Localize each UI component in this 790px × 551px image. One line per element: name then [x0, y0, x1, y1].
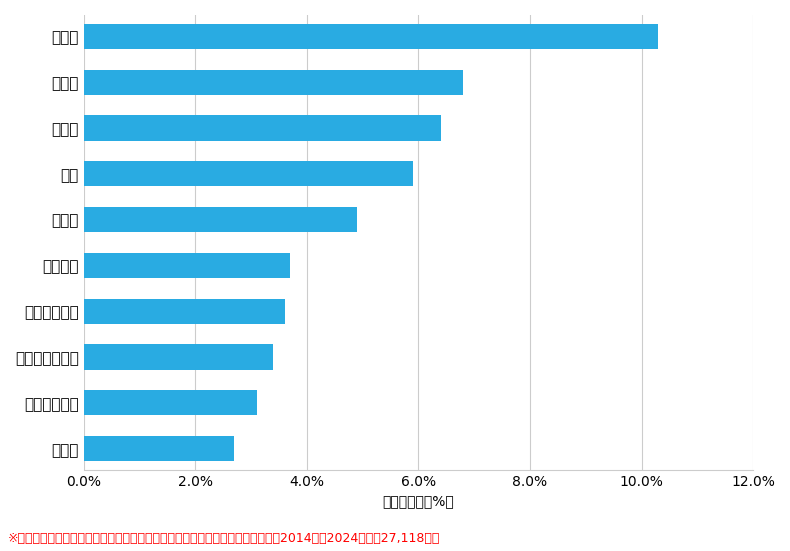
X-axis label: 件数の割合（%）: 件数の割合（%）	[382, 494, 454, 509]
Bar	[84, 436, 235, 461]
Bar	[84, 207, 357, 232]
Bar	[84, 161, 413, 186]
Text: ※弊社受付の案件を対象に、受付時に市区町村の回答があったものを集計（期間2014年～2024年、計27,118件）: ※弊社受付の案件を対象に、受付時に市区町村の回答があったものを集計（期間2014…	[8, 532, 440, 545]
Bar	[84, 299, 284, 324]
Bar	[84, 390, 257, 415]
Bar	[84, 253, 290, 278]
Bar	[84, 24, 658, 49]
Bar	[84, 69, 463, 95]
Bar	[84, 115, 441, 141]
Bar	[84, 344, 273, 370]
